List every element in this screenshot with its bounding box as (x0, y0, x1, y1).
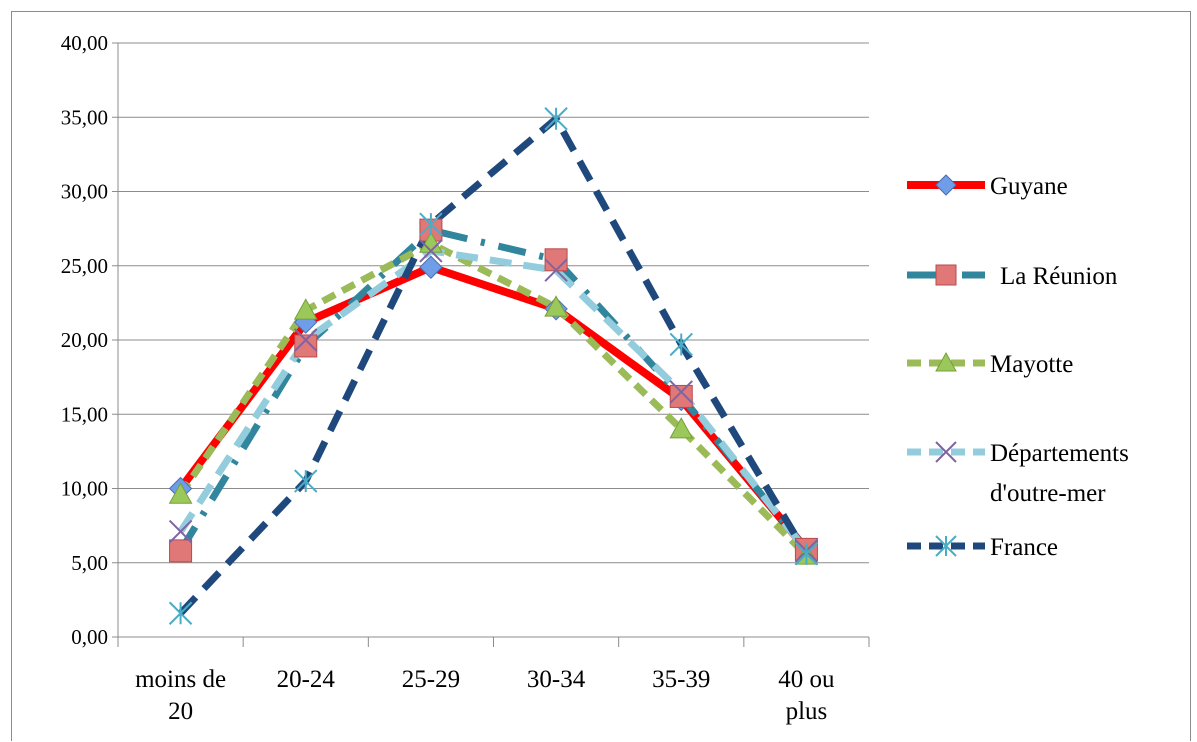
y-tick-label: 25,00 (61, 254, 108, 278)
x-tick-label: 40 ou (778, 666, 835, 693)
series-line-la-r-union (177, 226, 810, 553)
x-tick-label: 20-24 (277, 666, 336, 693)
chart-area (11, 11, 1191, 741)
y-tick-label: 40,00 (61, 31, 108, 55)
data-point (669, 332, 693, 357)
x-tick-label: 20 (168, 698, 193, 725)
data-point (419, 212, 443, 236)
legend-marker (935, 441, 957, 463)
x-tick-label: plus (786, 698, 828, 725)
data-point (294, 469, 318, 493)
data-point (794, 542, 819, 566)
data-point (544, 248, 568, 272)
data-point (168, 601, 193, 625)
y-tick-label: 15,00 (61, 402, 108, 426)
data-point (419, 255, 443, 279)
legend-marker (935, 264, 957, 286)
x-tick-label: 30-34 (527, 666, 586, 693)
series-line-guyane (176, 263, 811, 554)
y-tick-label: 20,00 (61, 328, 108, 352)
y-tick-label: 0,00 (71, 625, 108, 649)
x-tick-label: 35-39 (652, 666, 710, 693)
data-point (294, 334, 318, 358)
legend-marker (935, 351, 957, 372)
data-point (544, 258, 568, 282)
series-line-d-partements-d-outre-mer (177, 247, 810, 554)
data-point (669, 417, 694, 439)
legend-label: Mayotte (990, 351, 1073, 378)
x-tick-label: 25-29 (402, 666, 460, 693)
series-line-france (178, 115, 810, 616)
series-line-mayotte (177, 239, 809, 558)
y-tick-label: 10,00 (61, 477, 108, 501)
y-tick-label: 30,00 (61, 180, 108, 204)
y-tick-label: 5,00 (71, 551, 108, 575)
data-point (293, 298, 318, 320)
data-point (544, 295, 568, 317)
data-point (419, 239, 443, 263)
data-point (168, 519, 193, 544)
legend-label: France (990, 534, 1058, 561)
legend-label: d'outre-mer (990, 480, 1106, 507)
x-tick-label: moins de (135, 666, 226, 693)
legend-marker (935, 535, 957, 557)
legend-marker (935, 174, 957, 196)
data-point (669, 384, 693, 408)
data-point (544, 107, 568, 131)
data-point (294, 328, 318, 352)
data-point (169, 539, 193, 563)
y-tick-label: 35,00 (61, 105, 108, 129)
legend-label: Départements (990, 440, 1129, 467)
legend-label: Guyane (990, 173, 1068, 200)
legend-label: La Réunion (1000, 263, 1118, 290)
data-point (168, 482, 193, 504)
data-point (669, 380, 693, 404)
